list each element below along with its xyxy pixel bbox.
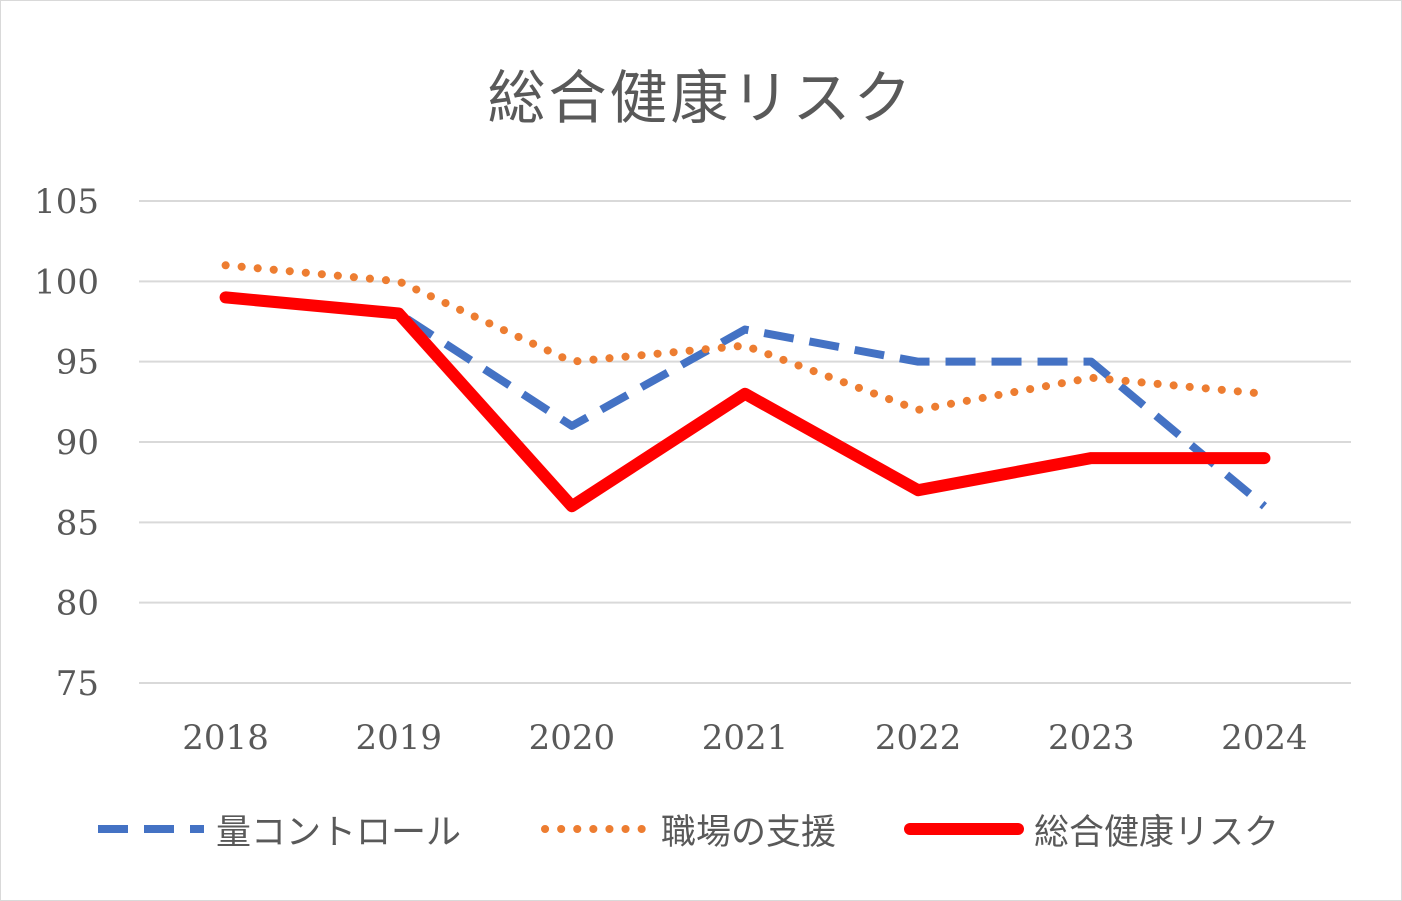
x-tick-label: 2020 — [529, 718, 616, 758]
legend-label: 量コントロール — [216, 812, 462, 853]
y-tick-label: 100 — [34, 262, 99, 302]
y-tick-label: 90 — [56, 423, 99, 463]
legend-label: 総合健康リスク — [1034, 812, 1280, 853]
legend-item-series-1: 量コントロール — [96, 799, 461, 859]
series-line-2 — [221, 261, 1269, 414]
legend-swatch-dashed — [98, 825, 204, 833]
x-tick-label: 2022 — [875, 718, 962, 758]
legend-swatch-dotted — [541, 825, 651, 833]
x-tick-label: 2018 — [182, 718, 269, 758]
chart-title: 総合健康リスク — [487, 64, 915, 132]
series-line-1 — [225, 293, 1267, 510]
x-tick-label: 2019 — [355, 718, 442, 758]
legend-label: 職場の支援 — [661, 812, 837, 853]
y-tick-label: 85 — [56, 503, 99, 543]
y-tick-label: 75 — [56, 664, 99, 704]
legend-item-series-3: 総合健康リスク — [904, 799, 1279, 859]
series-line-3 — [219, 291, 1271, 513]
x-tick-label: 2024 — [1221, 718, 1308, 758]
legend-item-series-2: 職場の支援 — [541, 799, 836, 859]
legend: 量コントロール 職場の支援 総合健康リスク — [1, 799, 1401, 859]
x-tick-label: 2021 — [702, 718, 789, 758]
legend-swatch-solid — [904, 823, 1024, 835]
y-tick-label: 80 — [56, 584, 99, 624]
y-tick-label: 105 — [34, 182, 99, 222]
y-tick-label: 95 — [56, 343, 99, 383]
x-tick-label: 2023 — [1048, 718, 1135, 758]
